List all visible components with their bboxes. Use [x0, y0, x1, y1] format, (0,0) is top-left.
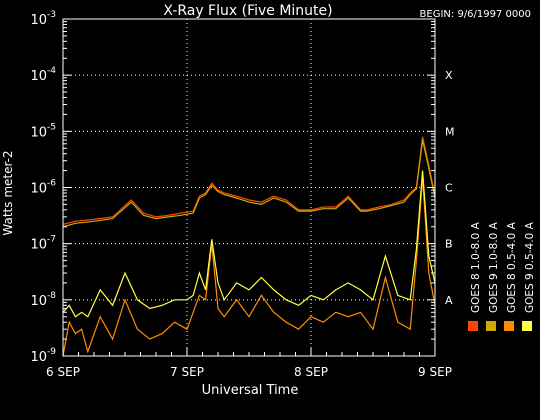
y-tick-label: 10-4 [30, 66, 56, 84]
x-tick-label: 7 SEP [170, 365, 204, 379]
series-line-1 [63, 177, 435, 356]
flare-class-label: B [445, 238, 453, 251]
y-tick-label: 10-7 [30, 235, 56, 253]
flare-class-label: X [445, 69, 453, 82]
legend-label: GOES 9 1.0-8.0 A [488, 221, 500, 313]
legend-swatch [522, 321, 532, 331]
chart-title: X-Ray Flux (Five Minute) [163, 3, 332, 19]
series-line-0 [63, 136, 435, 225]
flare-class-label: C [445, 182, 453, 195]
y-tick-label: 10-8 [30, 291, 56, 309]
flare-class-label: M [445, 125, 455, 138]
legend-swatch [468, 321, 478, 331]
legend-swatch [486, 321, 496, 331]
legend: GOES 8 1.0-8.0 A GOES 9 1.0-8.0 A GOES 8 0… [468, 221, 536, 331]
x-tick-label: 8 SEP [294, 365, 328, 379]
labels-layer: X-Ray Flux (Five Minute) BEGIN: 9/6/1997… [1, 3, 531, 398]
legend-swatch [504, 321, 514, 331]
series-layer [63, 136, 435, 356]
series-line-3 [63, 170, 435, 318]
y-tick-label: 10-3 [30, 10, 56, 28]
legend-label: GOES 8 1.0-8.0 A [470, 221, 482, 313]
series-line-2 [63, 139, 435, 228]
x-axis-title: Universal Time [202, 383, 299, 398]
y-axis-title: Watts meter-2 [1, 150, 15, 235]
y-tick-label: 10-5 [30, 122, 56, 140]
x-tick-label: 6 SEP [46, 365, 80, 379]
legend-label: GOES 9 0.5-4.0 A [524, 221, 536, 313]
begin-label: BEGIN: 9/6/1997 0000 [420, 9, 531, 20]
y-tick-label: 10-9 [30, 347, 56, 365]
legend-label: GOES 8 0.5-4.0 A [506, 221, 518, 313]
axes-layer: A B C M X 6 SEP 7 SEP 8 SEP 9 SEP 10-9 10-8 10-7 10-… [30, 10, 454, 379]
flare-class-label: A [445, 294, 453, 307]
y-tick-label: 10-6 [30, 179, 56, 197]
x-tick-label: 9 SEP [418, 365, 452, 379]
